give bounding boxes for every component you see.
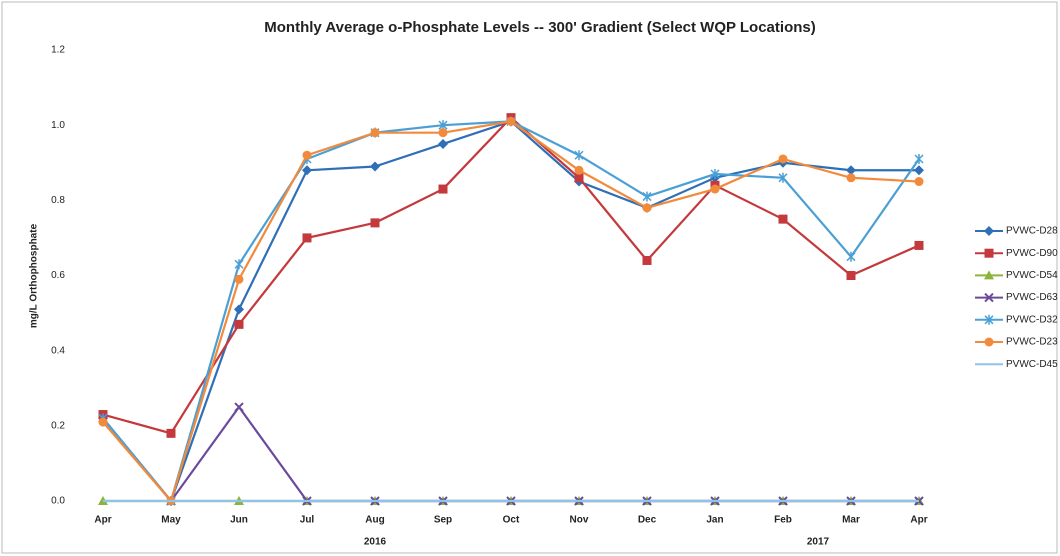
y-tick-label: 0.2: [51, 420, 65, 431]
marker: [984, 270, 994, 280]
x-group-label: 2016: [364, 537, 387, 548]
marker: [302, 150, 312, 160]
marker: [846, 271, 856, 280]
series: [98, 402, 924, 506]
y-tick-label: 0.0: [51, 496, 65, 507]
x-tick-label: May: [161, 515, 181, 526]
chart-title: Monthly Average o-Phosphate Levels -- 30…: [264, 19, 815, 36]
marker: [370, 218, 380, 228]
legend-item: PVWC-D54: [975, 270, 1058, 281]
legend-item: PVWC-D45: [975, 359, 1058, 370]
marker: [574, 173, 584, 183]
y-tick-label: 0.4: [51, 345, 65, 356]
series: [98, 116, 924, 506]
legend-label: PVWC-D63: [1006, 292, 1058, 303]
marker: [642, 255, 652, 265]
legend-item: PVWC-D32: [975, 314, 1058, 325]
marker: [914, 240, 924, 250]
x-tick-label: Jan: [706, 515, 723, 526]
legend-label: PVWC-D90: [1006, 248, 1058, 259]
legend-label: PVWC-D54: [1006, 270, 1058, 281]
x-tick-label: Feb: [774, 515, 792, 526]
series: [98, 116, 924, 506]
marker: [166, 428, 176, 438]
marker: [302, 165, 312, 176]
marker: [642, 191, 652, 202]
marker: [574, 150, 584, 161]
marker: [710, 184, 720, 194]
marker: [914, 177, 924, 187]
legend-label: PVWC-D45: [1006, 359, 1058, 370]
y-tick-label: 0.8: [51, 195, 65, 206]
marker: [914, 153, 924, 164]
y-axis-label: mg/L Orthophosphate: [29, 223, 40, 328]
legend-item: PVWC-D28: [975, 226, 1058, 237]
marker: [370, 161, 380, 172]
series-line: [102, 120, 920, 504]
legend-label: PVWC-D23: [1006, 337, 1058, 348]
marker: [846, 251, 856, 262]
marker: [370, 128, 380, 138]
series-line: [102, 405, 919, 503]
x-tick-label: Apr: [910, 515, 927, 526]
marker: [984, 337, 994, 347]
marker: [914, 165, 924, 176]
x-tick-label: Dec: [638, 515, 657, 526]
marker: [438, 138, 448, 149]
marker: [438, 184, 448, 194]
marker: [506, 116, 516, 126]
marker: [710, 169, 720, 180]
marker: [98, 417, 108, 427]
marker: [234, 259, 244, 270]
x-tick-label: Nov: [570, 515, 589, 526]
x-group-label: 2017: [807, 537, 830, 548]
marker: [438, 128, 448, 138]
marker: [846, 173, 856, 183]
marker: [984, 292, 994, 303]
x-tick-label: Mar: [842, 515, 860, 526]
x-tick-label: Sep: [434, 515, 452, 526]
series: [98, 113, 924, 438]
x-tick-label: Jul: [300, 515, 315, 526]
y-tick-label: 1.0: [51, 120, 65, 131]
x-tick-label: Apr: [94, 515, 111, 526]
marker: [234, 402, 244, 412]
legend-item: PVWC-D63: [975, 292, 1058, 303]
marker: [234, 274, 244, 284]
x-tick-label: Aug: [365, 515, 384, 526]
x-tick-label: Jun: [230, 515, 248, 526]
marker: [778, 214, 788, 224]
marker: [778, 172, 788, 183]
marker: [778, 154, 788, 164]
y-tick-label: 1.2: [51, 45, 65, 56]
marker: [234, 319, 244, 329]
marker: [984, 314, 994, 325]
marker: [984, 248, 994, 258]
series: [98, 116, 924, 506]
legend-item: PVWC-D90: [975, 248, 1058, 259]
x-tick-label: Oct: [503, 515, 520, 526]
legend-label: PVWC-D32: [1006, 314, 1058, 325]
y-tick-label: 0.6: [51, 270, 65, 281]
marker: [846, 165, 856, 176]
marker: [302, 233, 312, 243]
marker: [642, 203, 652, 213]
legend-item: PVWC-D23: [975, 337, 1058, 348]
marker: [984, 226, 994, 236]
marker: [234, 304, 244, 315]
marker: [574, 165, 584, 175]
legend-label: PVWC-D28: [1006, 226, 1058, 237]
